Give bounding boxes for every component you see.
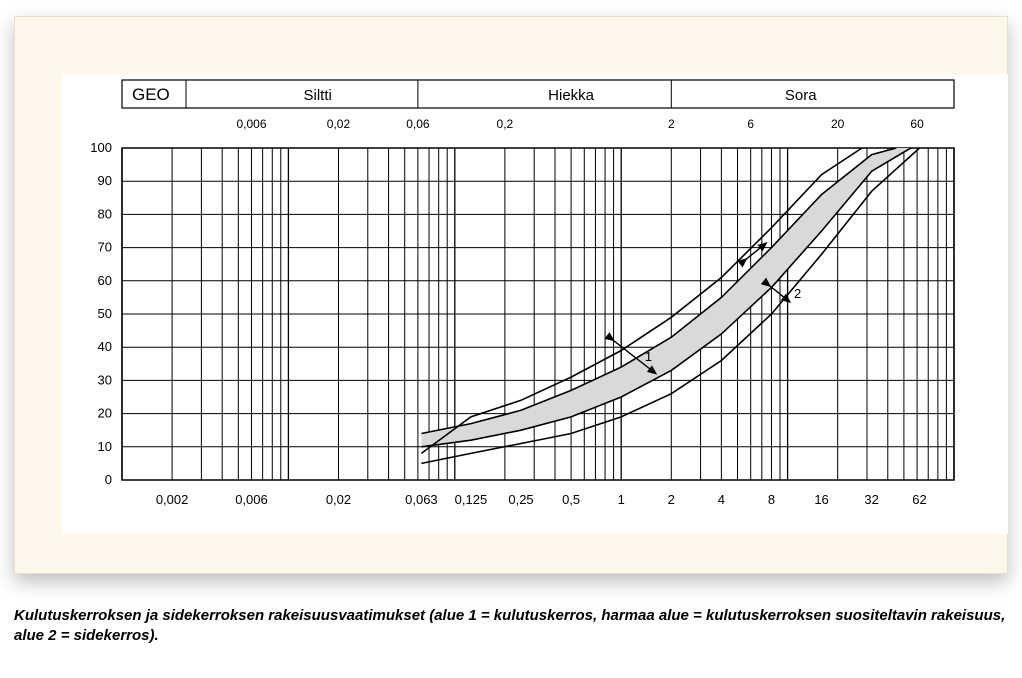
category-label: Siltti [304, 87, 332, 104]
y-axis-label: 60 [98, 273, 112, 288]
x-axis-label: 32 [864, 492, 878, 507]
grain-size-chart: GEOSilttiHiekkaSora0,0060,020,060,226206… [14, 16, 1008, 574]
y-axis-label: 100 [90, 140, 112, 155]
y-axis-label: 50 [98, 306, 112, 321]
category-label: Sora [785, 87, 817, 104]
x-axis-label: 16 [814, 492, 828, 507]
chart-caption: Kulutuskerroksen ja sidekerroksen rakeis… [14, 606, 1008, 647]
upper-tick-label: 0,2 [497, 117, 514, 131]
category-label: Hiekka [548, 87, 595, 104]
x-axis-label: 2 [668, 492, 675, 507]
x-axis-label: 62 [912, 492, 926, 507]
page-wrapper: GEOSilttiHiekkaSora0,0060,020,060,226206… [0, 0, 1022, 678]
x-axis-label: 0,125 [455, 492, 488, 507]
y-axis-label: 10 [98, 439, 112, 454]
annotation-label-2: 2 [794, 286, 801, 301]
x-axis-label: 0,002 [156, 492, 189, 507]
geo-label: GEO [132, 85, 170, 104]
y-axis-label: 70 [98, 240, 112, 255]
x-axis-label: 1 [618, 492, 625, 507]
x-axis-label: 4 [718, 492, 725, 507]
x-axis-label: 0,02 [326, 492, 351, 507]
y-axis-label: 80 [98, 206, 112, 221]
chart-bg [62, 74, 1008, 534]
x-axis-label: 0,063 [405, 492, 438, 507]
upper-tick-label: 0,02 [327, 117, 351, 131]
x-axis-label: 0,5 [562, 492, 580, 507]
x-axis-label: 0,006 [235, 492, 268, 507]
upper-tick-label: 20 [831, 117, 845, 131]
y-axis-label: 90 [98, 173, 112, 188]
y-axis-label: 40 [98, 339, 112, 354]
annotation-label-1: 1 [645, 349, 652, 364]
upper-tick-label: 2 [668, 117, 675, 131]
chart-panel: GEOSilttiHiekkaSora0,0060,020,060,226206… [14, 16, 1008, 574]
y-axis-label: 20 [98, 406, 112, 421]
y-axis-label: 30 [98, 372, 112, 387]
upper-tick-label: 6 [747, 117, 754, 131]
x-axis-label: 8 [768, 492, 775, 507]
upper-tick-label: 60 [910, 117, 924, 131]
y-axis-label: 0 [105, 472, 112, 487]
upper-tick-label: 0,006 [236, 117, 266, 131]
upper-tick-label: 0,06 [406, 117, 430, 131]
x-axis-label: 0,25 [508, 492, 533, 507]
